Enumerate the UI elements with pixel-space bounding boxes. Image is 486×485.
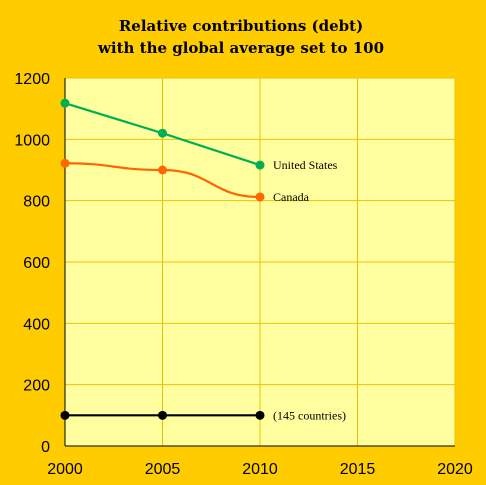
chart-title-line-2: with the global average set to 100: [97, 39, 384, 57]
data-point-united-states-2005: [158, 128, 167, 138]
data-point-canada-2005: [158, 165, 167, 175]
x-tick-label-2015: 2015: [340, 461, 376, 478]
x-tick-label-2000: 2000: [47, 461, 83, 478]
x-tick-label-2010: 2010: [242, 461, 278, 478]
data-point-canada-2010: [255, 192, 265, 202]
series-label-145-countries: (145 countries): [273, 408, 346, 422]
x-tick-label-2005: 2005: [145, 461, 181, 478]
x-tick-label-2020: 2020: [437, 461, 473, 478]
series-lines: [60, 98, 265, 420]
y-tick-label-1000: 1000: [14, 132, 50, 149]
y-tick-label-200: 200: [23, 378, 50, 395]
y-tick-label-800: 800: [23, 194, 50, 211]
y-tick-label-1200: 1200: [14, 71, 50, 88]
axes: 0 200 400 600 800 1000 1200 2000 2005 2010 2015 202…: [14, 71, 472, 478]
data-point-united-states-2010: [255, 160, 265, 170]
y-tick-label-400: 400: [23, 316, 50, 333]
data-point-145-countries-2010: [255, 410, 265, 420]
chart-title-line-1: Relative contributions (debt): [119, 17, 363, 35]
data-point-145-countries-2005: [158, 410, 167, 420]
series-labels: United States Canada (145 countries): [273, 158, 346, 422]
y-tick-label-600: 600: [23, 255, 50, 272]
grid-lines: [65, 77, 456, 446]
data-point-145-countries-2000: [60, 410, 70, 420]
data-point-canada-2000: [60, 158, 70, 168]
series-label-united-states: United States: [273, 158, 338, 172]
series-label-canada: Canada: [273, 190, 310, 204]
y-tick-label-0: 0: [41, 439, 50, 456]
data-point-united-states-2000: [60, 98, 70, 108]
